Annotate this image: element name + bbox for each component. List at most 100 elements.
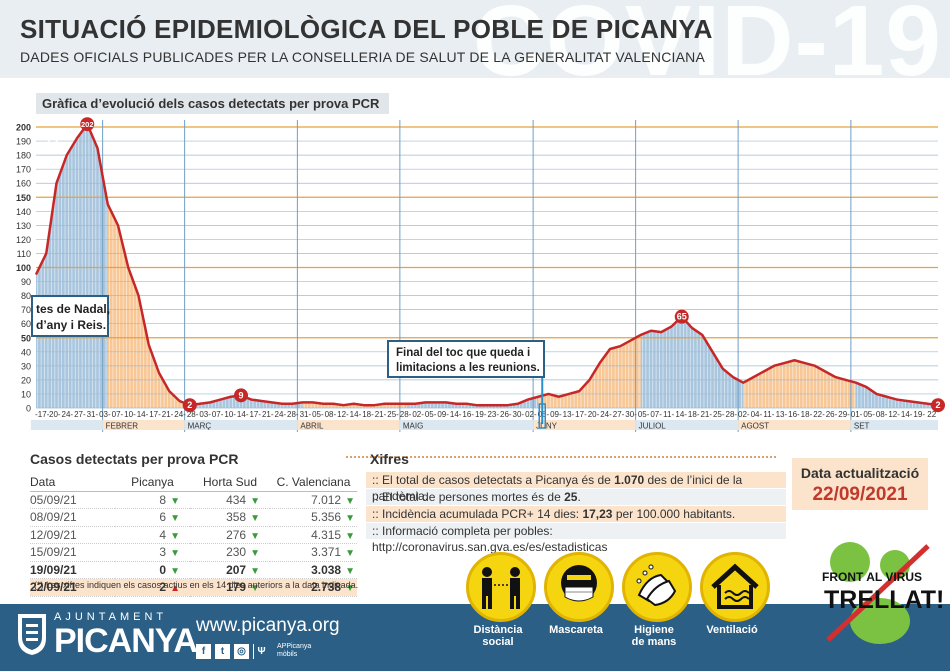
x-tick-label: 06- [538, 410, 550, 419]
month-band [850, 420, 938, 430]
measure-label: Mascareta [536, 624, 616, 636]
table-row: 15/09/21 3 ▼ 230 ▼ 3.371 ▼ [30, 543, 357, 562]
data-point-marker [674, 309, 689, 324]
x-tick-label: 16- [788, 410, 800, 419]
cases-table: Data Picanya Horta Sud C. Valenciana 05/… [30, 474, 357, 597]
x-tick-label: 27- [613, 410, 625, 419]
measure-label: Higiene de mans [614, 624, 694, 648]
xifres-list: :: El total de casos detectats a Picanya… [366, 472, 786, 554]
cell-horta: 179 ▼ [190, 578, 270, 597]
cell-horta: 230 ▼ [190, 543, 270, 562]
y-tick-label: 180 [16, 151, 31, 161]
logo-ajuntament: AJUNTAMENT [54, 611, 168, 623]
app-icon[interactable]: Ψ [253, 643, 269, 659]
arrow-down-icon: ▼ [250, 583, 260, 595]
measure-label-line: de mans [631, 636, 677, 648]
annotation-box [31, 295, 109, 337]
x-tick-label: 17- [249, 410, 261, 419]
x-tick-label: 03- [199, 410, 211, 419]
campaign-badge: FRONT AL VIRUS TRELLAT! [820, 540, 944, 645]
x-tick-label: 25- [387, 410, 399, 419]
annotation-box [387, 340, 545, 378]
cell-picanya: 8 ▼ [115, 491, 190, 509]
app-name: APPicanya mòbils [277, 643, 311, 659]
website-link[interactable]: www.picanya.org [196, 615, 340, 636]
arrow-down-icon: ▼ [345, 548, 355, 560]
virus-icon [830, 542, 870, 582]
arrow-down-icon: ▼ [250, 565, 260, 577]
x-tick-label: 31- [300, 410, 312, 419]
x-tick-label: 23- [487, 410, 499, 419]
y-tick-label: 80 [21, 291, 31, 301]
x-tick-label: 28- [400, 410, 412, 419]
month-band [533, 420, 636, 430]
x-tick-label: 10- [124, 410, 136, 419]
cell-picanya: 0 ▼ [115, 561, 190, 579]
x-tick-label: 18- [801, 410, 813, 419]
cell-picanya: 4 ▼ [115, 526, 190, 544]
y-tick-label: 60 [21, 319, 31, 329]
footnote: (*) Les xifres indiquen els casos actius… [34, 580, 359, 590]
month-band [297, 420, 400, 430]
cell-date: 22/09/21 [30, 578, 115, 597]
x-tick-label: 21- [700, 410, 712, 419]
measure-label: Distància social [458, 624, 538, 648]
arrow-down-icon: ▼ [345, 565, 355, 577]
cell-picanya: 6 ▼ [115, 508, 190, 527]
data-label: 202 [81, 120, 94, 129]
annotation-text: tes de Nadal, [36, 302, 110, 316]
month-label: AGOST [741, 422, 769, 431]
cell-picanya: 2 ▲ [115, 578, 190, 597]
month-area-1 [107, 204, 190, 408]
cell-date: 05/09/21 [30, 491, 115, 509]
cell-cv: 3.371 ▼ [270, 543, 357, 562]
x-tick-label: 08- [325, 410, 337, 419]
covid-background-word: COVID-19 [472, 0, 942, 97]
y-tick-label: 110 [17, 249, 31, 259]
x-tick-label: 17- [575, 410, 587, 419]
campaign-line2: TRELLAT! [824, 586, 945, 614]
twitter-icon[interactable]: t [215, 643, 230, 659]
x-tick-label: 25- [713, 410, 725, 419]
x-tick-label: 13- [563, 410, 575, 419]
annotation-pointer-box [538, 403, 546, 429]
data-label: 9 [238, 390, 243, 400]
cases-title: Casos detectats per prova PCR [30, 451, 239, 467]
facebook-icon[interactable]: f [196, 643, 211, 659]
x-tick-label: 22 [927, 410, 936, 419]
cell-date: 19/09/21 [30, 561, 115, 579]
x-tick-label: 14- [237, 410, 249, 419]
y-tick-label: 160 [16, 179, 31, 189]
hand-hygiene-icon [622, 552, 692, 622]
x-tick-label: 18- [362, 410, 374, 419]
xifres-line: :: Incidència acumulada PCR+ 14 dies: 17… [366, 506, 786, 522]
month-band [184, 420, 298, 430]
page-title: SITUACIÓ EPIDEMIOLÒGICA DEL POBLE DE PIC… [20, 14, 713, 44]
town-shield-icon [18, 614, 46, 655]
annotation-text: Final del toc que queda i [396, 347, 530, 359]
y-tick-label: 200 [16, 123, 31, 133]
ventilation-icon [700, 552, 770, 622]
cell-horta: 276 ▼ [190, 526, 270, 544]
x-tick-label: 12- [888, 410, 900, 419]
y-overlay-mark: 1 [52, 133, 61, 150]
table-row: 19/09/21 0 ▼ 207 ▼ 3.038 ▼ [30, 561, 357, 579]
y-tick-label: 70 [21, 305, 31, 315]
data-point-marker [234, 388, 248, 403]
x-tick-label: 18- [688, 410, 700, 419]
x-tick-label: 24- [275, 410, 287, 419]
x-tick-label: 05- [312, 410, 324, 419]
update-date: 22/09/2021 [812, 484, 908, 505]
x-tick-label: 24- [174, 410, 186, 419]
month-label: FEBRER [106, 422, 139, 431]
month-band [635, 420, 739, 430]
x-tick-label: 05- [425, 410, 437, 419]
cell-horta: 434 ▼ [190, 491, 270, 509]
month-band [102, 420, 185, 430]
x-tick-label: 20- [49, 410, 61, 419]
app-name-line2: mòbils [277, 651, 298, 658]
data-label: 2 [187, 400, 192, 410]
cell-picanya: 3 ▼ [115, 543, 190, 562]
cell-horta: 358 ▼ [190, 508, 270, 527]
instagram-icon[interactable]: ◎ [234, 643, 249, 659]
